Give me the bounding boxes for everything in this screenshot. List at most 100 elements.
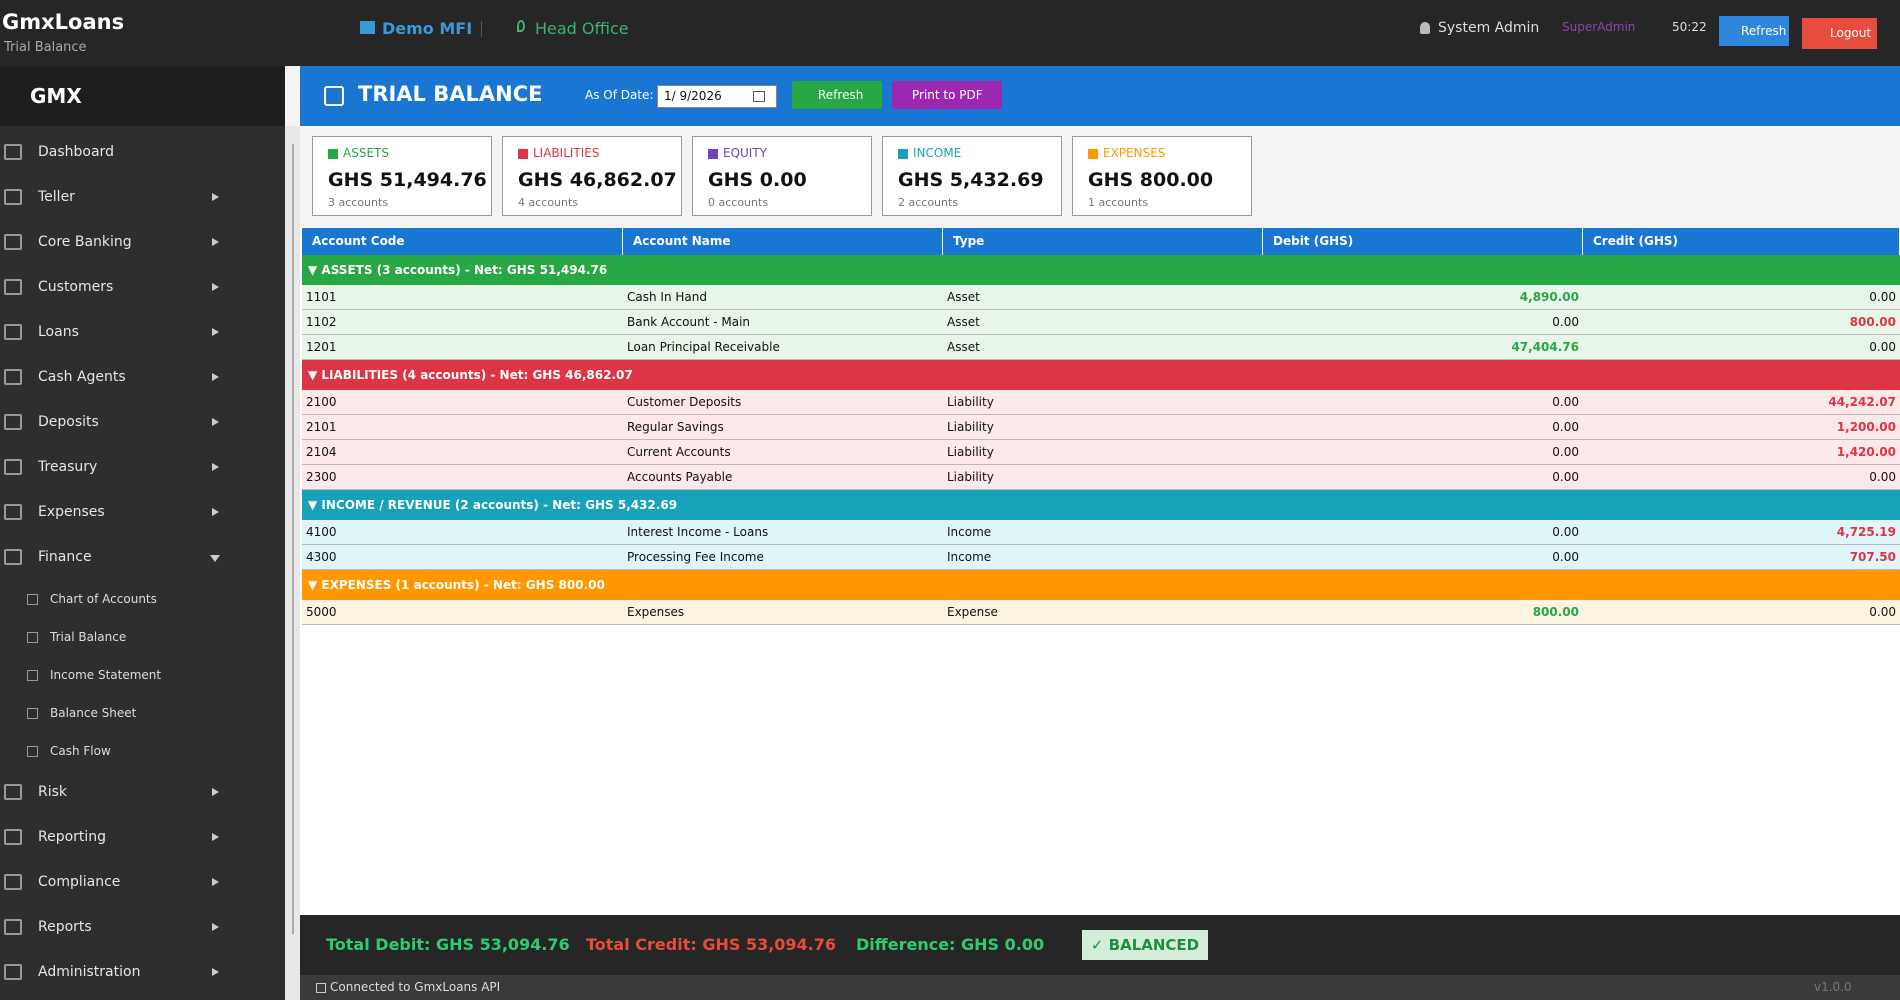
- connection-status: Connected to GmxLoans API: [330, 980, 501, 994]
- menu-icon: [4, 324, 22, 340]
- submenu-item[interactable]: Chart of Accounts: [0, 580, 285, 618]
- org-icon: [360, 21, 375, 34]
- table-row: 4100 Interest Income - Loans Income 0.00 4,7…: [302, 520, 1900, 545]
- menu-item[interactable]: Expenses: [0, 490, 285, 535]
- refresh-button[interactable]: Refresh: [1719, 16, 1789, 46]
- menu-item[interactable]: Compliance: [0, 860, 285, 905]
- card-label: EQUITY: [723, 146, 768, 160]
- menu-icon: [4, 144, 22, 160]
- card-count: 0 accounts: [708, 196, 769, 209]
- menu-item[interactable]: Cash Agents: [0, 355, 285, 400]
- table-cell: 0.00: [1552, 525, 1579, 539]
- table-cell: 0.00: [1869, 290, 1896, 304]
- submenu-label: Balance Sheet: [50, 706, 137, 720]
- menu-item[interactable]: Core Banking: [0, 220, 285, 265]
- divider: [481, 21, 482, 37]
- menu-item[interactable]: Reports: [0, 905, 285, 950]
- branch-name: Head Office: [535, 19, 629, 38]
- menu-arrow: [212, 508, 219, 516]
- column-header: Account Name: [623, 228, 943, 255]
- date-value: 1/ 9/2026: [664, 89, 722, 103]
- menu-arrow: [212, 463, 219, 471]
- table-cell: Income: [947, 550, 992, 564]
- submenu-item[interactable]: Income Statement: [0, 656, 285, 694]
- date-picker-icon: [753, 91, 765, 102]
- menu-item[interactable]: Treasury: [0, 445, 285, 490]
- summary-card: EXPENSES GHS 800.00 1 accounts: [1072, 136, 1252, 216]
- refresh-button[interactable]: Refresh: [792, 81, 882, 109]
- scrollbar[interactable]: [292, 144, 294, 934]
- card-label: EXPENSES: [1103, 146, 1166, 160]
- table-cell: 1,420.00: [1836, 445, 1896, 459]
- menu-arrow: [212, 788, 219, 796]
- menu-item[interactable]: Risk: [0, 770, 285, 815]
- title-icon: [324, 86, 344, 106]
- submenu-label: Trial Balance: [50, 630, 127, 644]
- menu-item[interactable]: Dashboard: [0, 130, 285, 175]
- table-cell: 800.00: [1532, 605, 1579, 619]
- refresh-label: Refresh: [818, 88, 864, 102]
- group-header: ▼ EXPENSES (1 accounts) - Net: GHS 800.0…: [302, 570, 1900, 600]
- submenu-item[interactable]: Balance Sheet: [0, 694, 285, 732]
- table-cell: 1101: [306, 290, 337, 304]
- card-count: 1 accounts: [1088, 196, 1149, 209]
- menu-item[interactable]: Teller: [0, 175, 285, 220]
- logout-button[interactable]: Logout: [1802, 18, 1877, 49]
- table-cell: Expense: [947, 605, 998, 619]
- card-count: 4 accounts: [518, 196, 579, 209]
- table-cell: Liability: [947, 470, 994, 484]
- menu-arrow: [212, 283, 219, 291]
- connection-icon: [316, 983, 326, 993]
- table-row: 1201 Loan Principal Receivable Asset 47,404…: [302, 335, 1900, 360]
- table-row: 2101 Regular Savings Liability 0.00 1,200.00: [302, 415, 1900, 440]
- sidebar: GMX Dashboard Teller Core Banking Customers L…: [0, 66, 285, 1000]
- menu-label: Loans: [38, 324, 79, 340]
- menu-arrow: [212, 193, 219, 201]
- table-cell: Asset: [947, 290, 980, 304]
- column-header: Account Code: [302, 228, 623, 255]
- main: TRIAL BALANCE As Of Date: 1/ 9/2026 Refresh…: [300, 66, 1900, 1000]
- submenu-icon: [27, 594, 38, 605]
- table-cell: 1201: [306, 340, 337, 354]
- app-name: GmxLoans: [2, 10, 125, 34]
- table-cell: Income: [947, 525, 992, 539]
- menu-arrow: [210, 555, 220, 562]
- submenu-label: Cash Flow: [50, 744, 111, 758]
- menu-icon: [4, 874, 22, 890]
- timer: 50:22: [1672, 20, 1707, 34]
- table-cell: 0.00: [1552, 420, 1579, 434]
- date-input[interactable]: 1/ 9/2026: [657, 85, 777, 108]
- totals-bar: Total Debit: GHS 53,094.76 Total Credit: …: [300, 915, 1900, 975]
- table-cell: Liability: [947, 395, 994, 409]
- table-cell: 0.00: [1869, 340, 1896, 354]
- table-cell: 4100: [306, 525, 337, 539]
- group-header: ▼ LIABILITIES (4 accounts) - Net: GHS 46…: [302, 360, 1900, 390]
- table-row: 5000 Expenses Expense 800.00 0.00: [302, 600, 1900, 625]
- menu-arrow: [212, 418, 219, 426]
- menu-item[interactable]: Finance: [0, 535, 285, 580]
- menu-item[interactable]: Administration: [0, 950, 285, 995]
- summary-card: EQUITY GHS 0.00 0 accounts: [692, 136, 872, 216]
- card-label: ASSETS: [343, 146, 389, 160]
- menu-item[interactable]: Deposits: [0, 400, 285, 445]
- table-cell: Expenses: [627, 605, 685, 619]
- print-button[interactable]: Print to PDF: [892, 81, 1002, 109]
- table-cell: Cash In Hand: [627, 290, 707, 304]
- table-cell: 0.00: [1869, 470, 1896, 484]
- menu-label: Finance: [38, 549, 92, 565]
- menu-item[interactable]: Loans: [0, 310, 285, 355]
- menu-item[interactable]: Reporting: [0, 815, 285, 860]
- menu-arrow: [212, 373, 219, 381]
- table-cell: 5000: [306, 605, 337, 619]
- top-bar: GmxLoans Trial Balance Demo MFI Head Office…: [0, 0, 1900, 66]
- table-cell: 2100: [306, 395, 337, 409]
- submenu-item[interactable]: Trial Balance: [0, 618, 285, 656]
- table-cell: 707.50: [1849, 550, 1896, 564]
- print-label: Print to PDF: [912, 88, 983, 102]
- card-label: INCOME: [913, 146, 962, 160]
- menu-icon: [4, 279, 22, 295]
- menu-icon: [4, 189, 22, 205]
- submenu-item[interactable]: Cash Flow: [0, 732, 285, 770]
- menu-item[interactable]: Customers: [0, 265, 285, 310]
